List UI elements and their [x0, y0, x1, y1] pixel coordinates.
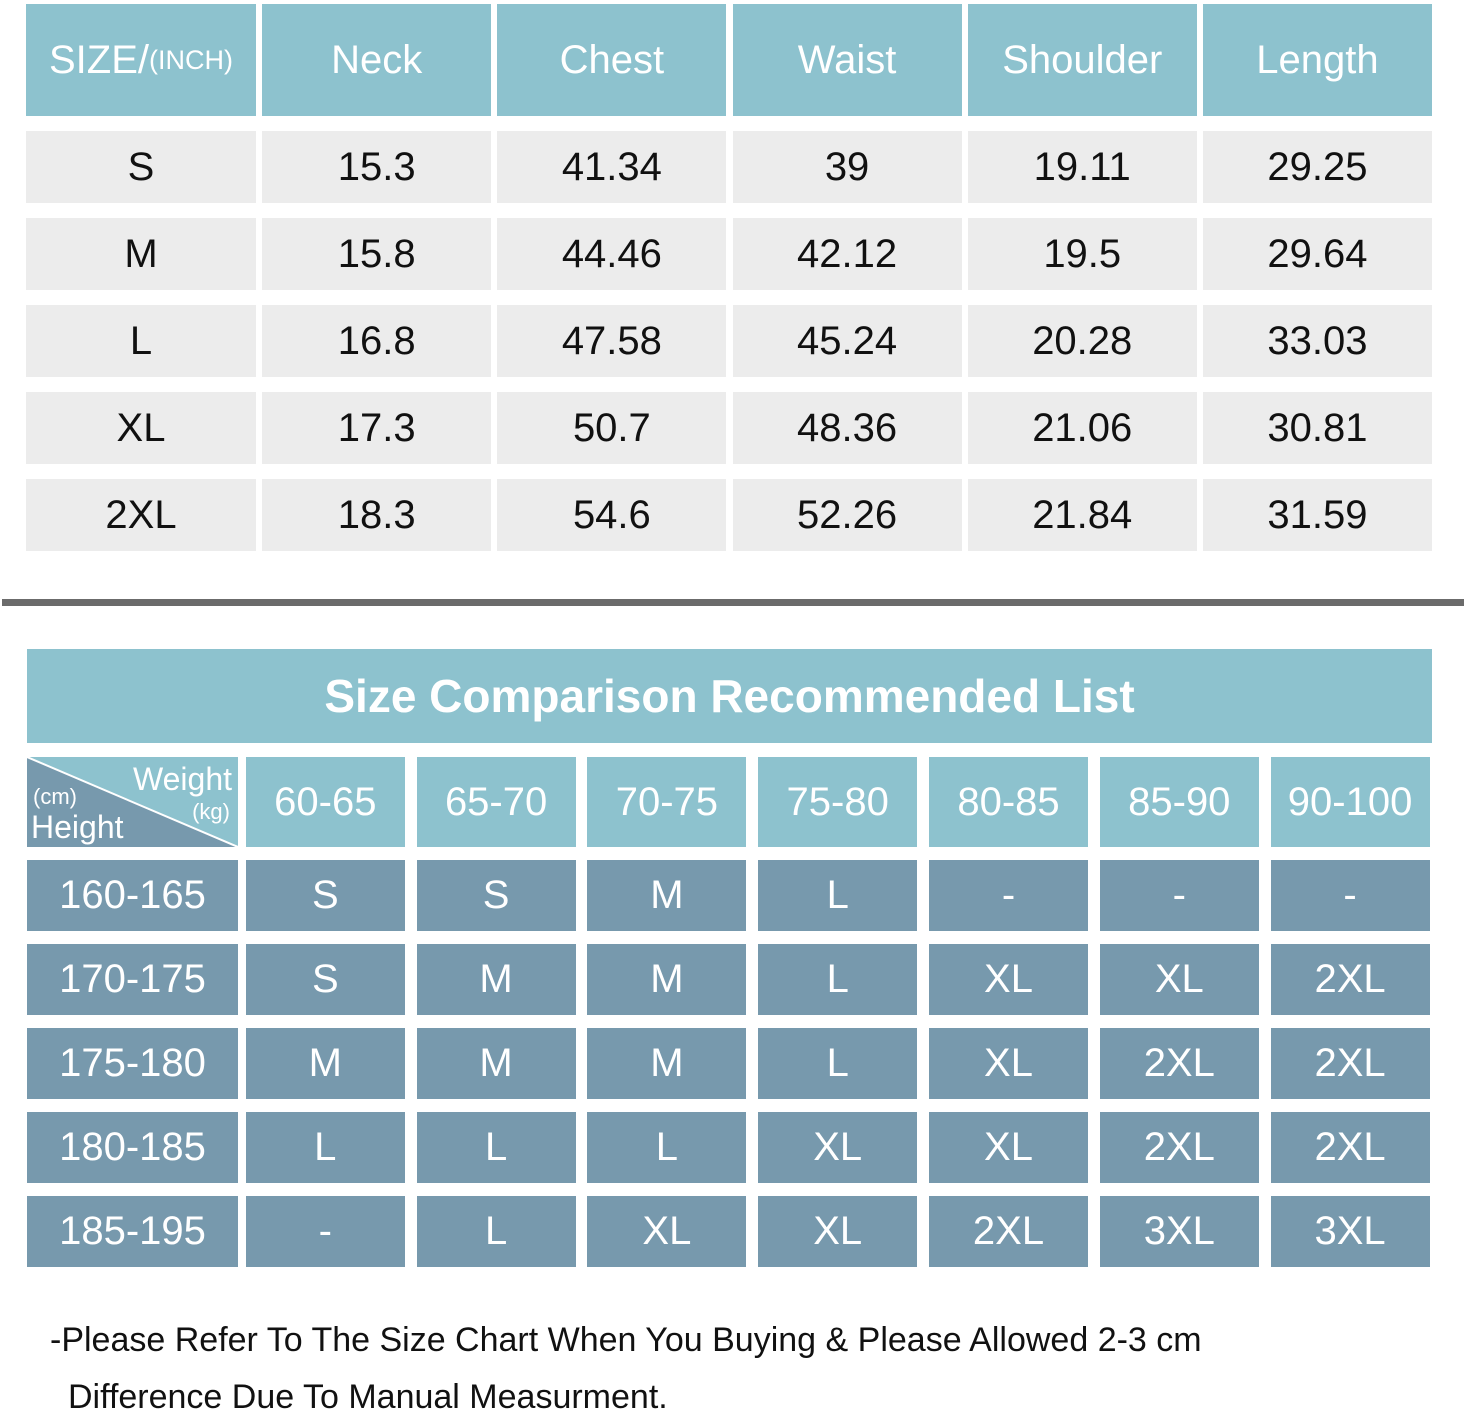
recommended-size-cell: XL [758, 1196, 918, 1267]
recommended-size-cell: L [416, 1112, 576, 1183]
size-cell: S [26, 131, 256, 203]
column-header: Shoulder [967, 4, 1197, 116]
note-line-1: -Please Refer To The Size Chart When You… [50, 1321, 1202, 1359]
recommended-size-cell: - [1099, 860, 1259, 931]
recommended-size-cell: 3XL [1099, 1196, 1259, 1267]
height-range-cell: 175-180 [27, 1028, 238, 1099]
recommended-size-cell: L [758, 1028, 918, 1099]
measurement-cell: 16.8 [262, 305, 492, 377]
measurement-cell: 42.12 [732, 218, 962, 290]
size-header-unit: (INCH) [149, 44, 233, 75]
weight-range-header: 65-70 [416, 757, 576, 847]
measurement-cell: 45.24 [732, 305, 962, 377]
size-cell: XL [26, 392, 256, 464]
recommended-size-cell: - [245, 1196, 405, 1267]
measurement-cell: 19.11 [967, 131, 1197, 203]
measurement-cell: 21.84 [967, 479, 1197, 551]
recommended-size-cell: L [245, 1112, 405, 1183]
recommended-size-cell: 2XL [1270, 1112, 1430, 1183]
measurement-cell: 33.03 [1202, 305, 1432, 377]
recommended-size-cell: 2XL [1099, 1028, 1259, 1099]
recommended-size-cell: - [1270, 860, 1430, 931]
measurement-cell: 41.34 [497, 131, 727, 203]
recommended-size-cell: S [416, 860, 576, 931]
height-range-cell: 180-185 [27, 1112, 238, 1183]
measurement-cell: 29.64 [1202, 218, 1432, 290]
column-header: Waist [732, 4, 962, 116]
recommended-size-cell: 2XL [1270, 944, 1430, 1015]
measurement-cell: 15.8 [262, 218, 492, 290]
recommended-size-cell: L [758, 944, 918, 1015]
measurement-cell: 48.36 [732, 392, 962, 464]
recommended-size-cell: 2XL [928, 1196, 1088, 1267]
recommended-size-cell: M [587, 944, 747, 1015]
recommended-size-cell: XL [928, 1028, 1088, 1099]
recommended-size-cell: - [928, 860, 1088, 931]
weight-range-header: 75-80 [758, 757, 918, 847]
size-header: SIZE/(INCH) [26, 4, 256, 116]
height-range-cell: 160-165 [27, 860, 238, 931]
recommended-size-cell: 3XL [1270, 1196, 1430, 1267]
recommended-size-cell: XL [928, 944, 1088, 1015]
measurement-cell: 54.6 [497, 479, 727, 551]
note-line-2: Difference Due To Manual Measurment. [68, 1378, 668, 1416]
column-header: Chest [497, 4, 727, 116]
measurement-cell: 20.28 [967, 305, 1197, 377]
size-cell: 2XL [26, 479, 256, 551]
recommended-size-cell: XL [1099, 944, 1259, 1015]
measurement-cell: 31.59 [1202, 479, 1432, 551]
recommended-size-cell: L [416, 1196, 576, 1267]
height-range-cell: 185-195 [27, 1196, 238, 1267]
weight-range-header: 80-85 [928, 757, 1088, 847]
weight-unit: (kg) [192, 799, 230, 824]
recommended-size-cell: M [245, 1028, 405, 1099]
measurement-cell: 52.26 [732, 479, 962, 551]
measurement-cell: 29.25 [1202, 131, 1432, 203]
measurement-cell: 15.3 [262, 131, 492, 203]
measurement-cell: 17.3 [262, 392, 492, 464]
recommended-size-cell: M [587, 860, 747, 931]
recommended-size-cell: S [245, 860, 405, 931]
measurement-cell: 21.06 [967, 392, 1197, 464]
corner-diagonal [27, 757, 238, 847]
size-cell: L [26, 305, 256, 377]
height-range-cell: 170-175 [27, 944, 238, 1015]
measurement-cell: 19.5 [967, 218, 1197, 290]
column-header: Length [1202, 4, 1432, 116]
weight-range-header: 60-65 [245, 757, 405, 847]
measurement-cell: 18.3 [262, 479, 492, 551]
recommended-size-cell: M [587, 1028, 747, 1099]
weight-range-header: 70-75 [587, 757, 747, 847]
height-label: Height [31, 809, 124, 845]
recommended-size-cell: M [416, 944, 576, 1015]
measurement-cell: 47.58 [497, 305, 727, 377]
size-chart-table: SIZE/(INCH) Neck Chest Waist Shoulder Length… [26, 4, 1432, 551]
measurement-cell: 50.7 [497, 392, 727, 464]
size-cell: M [26, 218, 256, 290]
recommended-size-cell: M [416, 1028, 576, 1099]
height-unit: (cm) [33, 784, 77, 809]
weight-range-header: 85-90 [1099, 757, 1259, 847]
measurement-cell: 44.46 [497, 218, 727, 290]
column-header: Neck [262, 4, 492, 116]
size-note: -Please Refer To The Size Chart When You… [50, 1312, 1202, 1426]
recommended-size-cell: L [587, 1112, 747, 1183]
recommended-size-cell: L [758, 860, 918, 931]
comparison-title: Size Comparison Recommended List [27, 649, 1432, 743]
section-divider [2, 599, 1464, 606]
measurement-cell: 30.81 [1202, 392, 1432, 464]
recommended-size-cell: XL [928, 1112, 1088, 1183]
recommended-size-cell: 2XL [1099, 1112, 1259, 1183]
recommended-size-cell: S [245, 944, 405, 1015]
size-header-label: SIZE/ [48, 37, 150, 82]
weight-label: Weight [132, 761, 232, 797]
comparison-table: Weight (kg) (cm) Height 60-65 65-70 70-75 7… [27, 757, 1430, 1267]
corner-header: Weight (kg) (cm) Height [27, 757, 238, 847]
weight-range-header: 90-100 [1270, 757, 1430, 847]
measurement-cell: 39 [732, 131, 962, 203]
recommended-size-cell: XL [758, 1112, 918, 1183]
recommended-size-cell: 2XL [1270, 1028, 1430, 1099]
recommended-size-cell: XL [587, 1196, 747, 1267]
